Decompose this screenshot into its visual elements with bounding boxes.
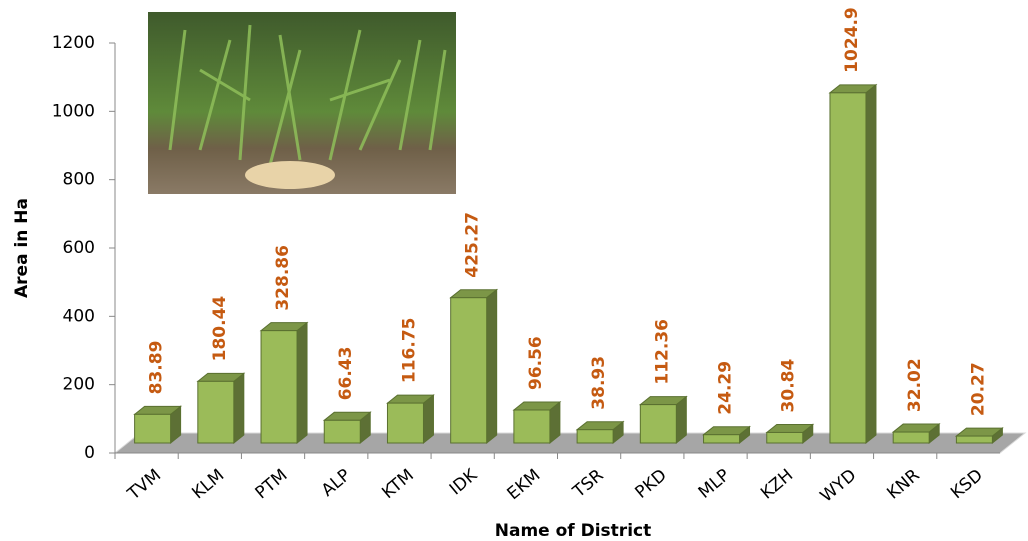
value-label: 66.43 xyxy=(336,347,356,401)
bar xyxy=(892,431,930,444)
y-tick-label: 800 xyxy=(63,170,95,190)
bar xyxy=(197,380,235,444)
y-tick-label: 1200 xyxy=(52,33,95,53)
value-label: 24.29 xyxy=(716,361,736,415)
y-axis-title: Area in Ha xyxy=(12,198,32,298)
x-tick-label: KTM xyxy=(378,465,418,503)
bar xyxy=(513,409,551,444)
y-tick-label: 600 xyxy=(63,238,95,258)
x-tick-label: PTM xyxy=(252,465,292,503)
bar xyxy=(829,92,867,444)
bar xyxy=(576,429,614,444)
y-tick-label: 200 xyxy=(63,375,95,395)
y-tick-label: 400 xyxy=(63,306,95,326)
x-tick-label: TSR xyxy=(569,465,608,502)
photo xyxy=(148,12,456,194)
x-tick-label: IDK xyxy=(446,465,482,500)
x-tick-label: PKD xyxy=(631,465,670,502)
x-tick-label: MLP xyxy=(695,465,734,502)
bar xyxy=(134,413,172,444)
bar xyxy=(386,402,424,444)
value-label: 328.86 xyxy=(273,245,293,311)
bar-side xyxy=(233,372,245,445)
bar xyxy=(703,434,741,444)
bar-side xyxy=(296,321,308,445)
bar xyxy=(260,330,298,444)
bar xyxy=(639,404,677,444)
value-label: 116.75 xyxy=(399,318,419,384)
value-label: 30.84 xyxy=(779,359,799,413)
floor xyxy=(113,432,1027,454)
value-label: 96.56 xyxy=(526,336,546,390)
bar xyxy=(766,431,804,444)
bar-side xyxy=(486,288,498,445)
bar xyxy=(323,419,361,444)
x-tick-label: TVM xyxy=(123,465,165,505)
x-tick-label: KNR xyxy=(883,465,923,503)
bar xyxy=(450,297,488,444)
value-label: 83.89 xyxy=(147,341,167,395)
bar-side xyxy=(865,83,877,445)
x-tick-label: EKM xyxy=(503,465,544,504)
bar xyxy=(955,435,993,444)
y-tick-label: 1000 xyxy=(52,101,95,121)
x-tick-label: KLM xyxy=(188,465,228,503)
x-axis-title: Name of District xyxy=(495,521,651,541)
value-label: 112.36 xyxy=(652,319,672,385)
x-tick-label: WYD xyxy=(817,465,861,506)
x-tick-label: KSD xyxy=(947,465,987,503)
value-label: 20.27 xyxy=(968,362,988,416)
y-tick-label: 0 xyxy=(84,443,95,463)
value-label: 425.27 xyxy=(463,212,483,278)
value-label: 38.93 xyxy=(589,356,609,410)
value-label: 32.02 xyxy=(905,358,925,412)
value-label: 180.44 xyxy=(210,296,230,362)
x-tick-label: ALP xyxy=(318,465,355,500)
x-tick-label: KZH xyxy=(757,465,797,503)
value-label: 1024.9 xyxy=(842,7,862,73)
